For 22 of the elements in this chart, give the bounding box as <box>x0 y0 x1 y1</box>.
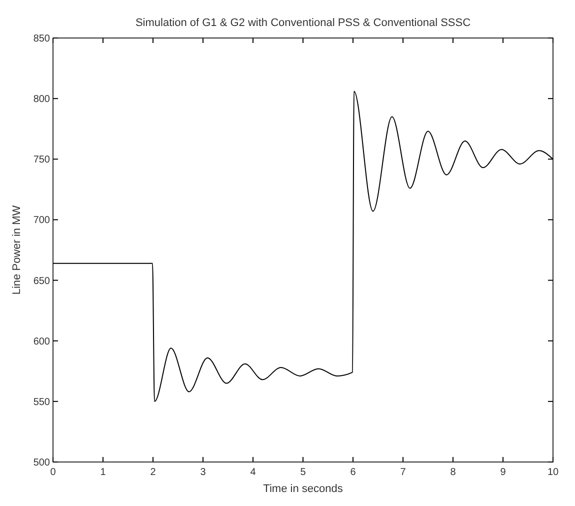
x-tick-label: 10 <box>547 467 559 478</box>
x-tick-label: 1 <box>100 467 106 478</box>
chart-title: Simulation of G1 & G2 with Conventional PSS & Conventional SSSC <box>135 17 471 29</box>
y-tick-label: 750 <box>33 154 50 166</box>
y-tick-label: 700 <box>33 215 50 226</box>
y-tick-label: 550 <box>33 396 50 408</box>
x-tick-label: 6 <box>350 467 356 478</box>
y-tick-label: 600 <box>33 336 50 348</box>
x-tick-label: 3 <box>200 467 206 478</box>
x-axis-title: Time in seconds <box>263 483 344 495</box>
x-tick-label: 4 <box>250 467 256 478</box>
x-tick-label: 8 <box>450 467 456 478</box>
y-tick-label: 650 <box>33 276 50 287</box>
x-tick-label: 7 <box>400 467 406 478</box>
y-axis-title: Line Power in MW <box>11 204 23 295</box>
y-tick-label: 850 <box>33 34 50 44</box>
x-tick-label: 9 <box>500 467 506 478</box>
x-tick-label: 0 <box>50 467 56 478</box>
x-tick-label: 2 <box>150 467 156 478</box>
y-tick-label: 800 <box>33 94 50 106</box>
y-tick-label: 500 <box>33 458 50 468</box>
x-tick-label: 5 <box>300 467 306 478</box>
